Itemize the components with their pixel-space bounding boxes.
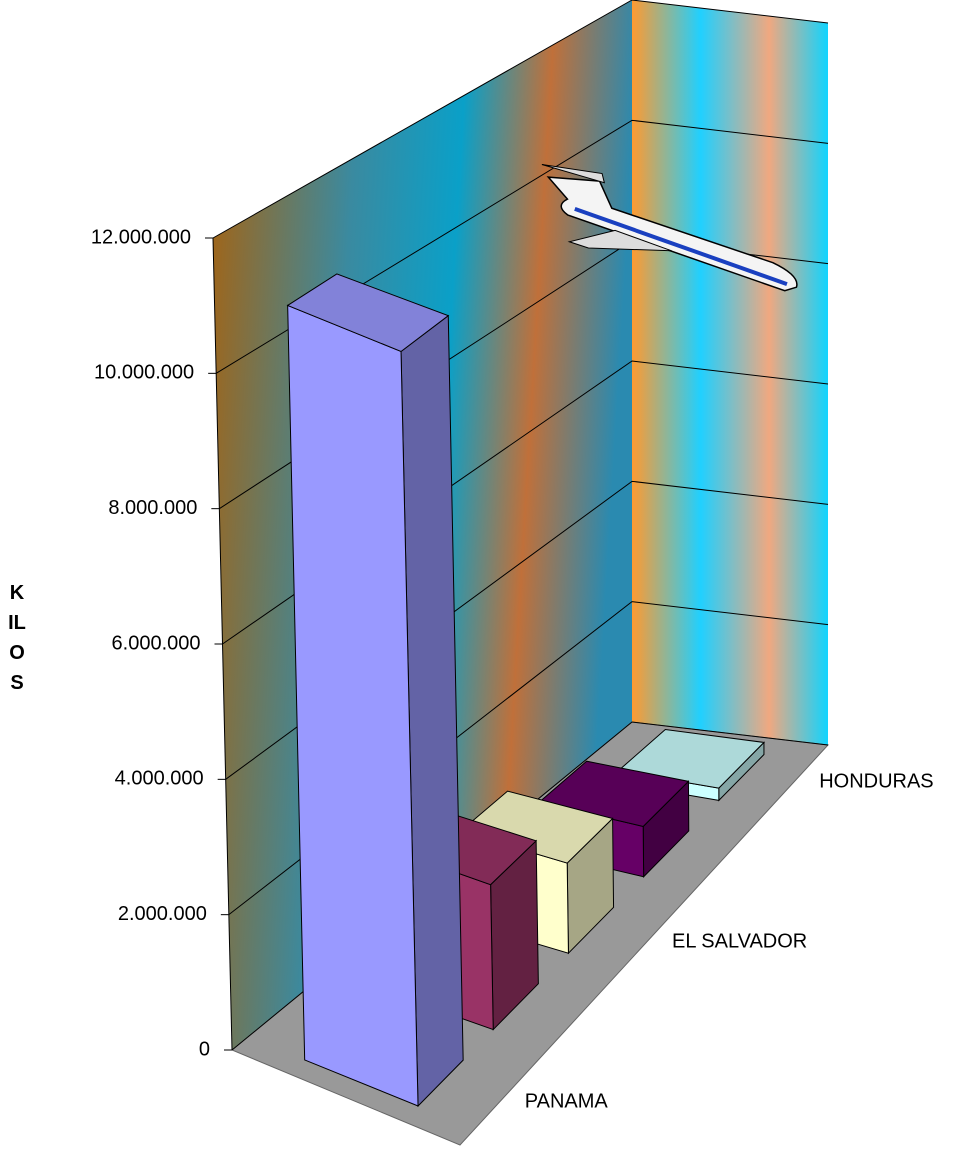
y-tick-label: 4.000.000: [115, 768, 204, 790]
y-tick-label: 10.000.000: [94, 362, 194, 384]
x-tick-label: HONDURAS: [819, 770, 933, 792]
y-tick-label: 6.000.000: [112, 632, 201, 654]
y-axis-label: KILOS: [8, 582, 26, 694]
bar-front: [287, 304, 419, 1107]
bar-top: [286, 273, 450, 353]
grid-line: [212, 0, 829, 239]
y-axis: [212, 237, 233, 1051]
y-tick-label: 0: [199, 1038, 210, 1060]
x-tick-label: PANAMA: [525, 1090, 609, 1112]
x-tick-label: EL SALVADOR: [672, 930, 807, 952]
airplane: [541, 164, 798, 292]
y-tick-label: 2.000.000: [118, 903, 207, 925]
y-tick-label: 8.000.000: [108, 497, 197, 519]
y-tick-label: 12.000.000: [91, 226, 191, 248]
